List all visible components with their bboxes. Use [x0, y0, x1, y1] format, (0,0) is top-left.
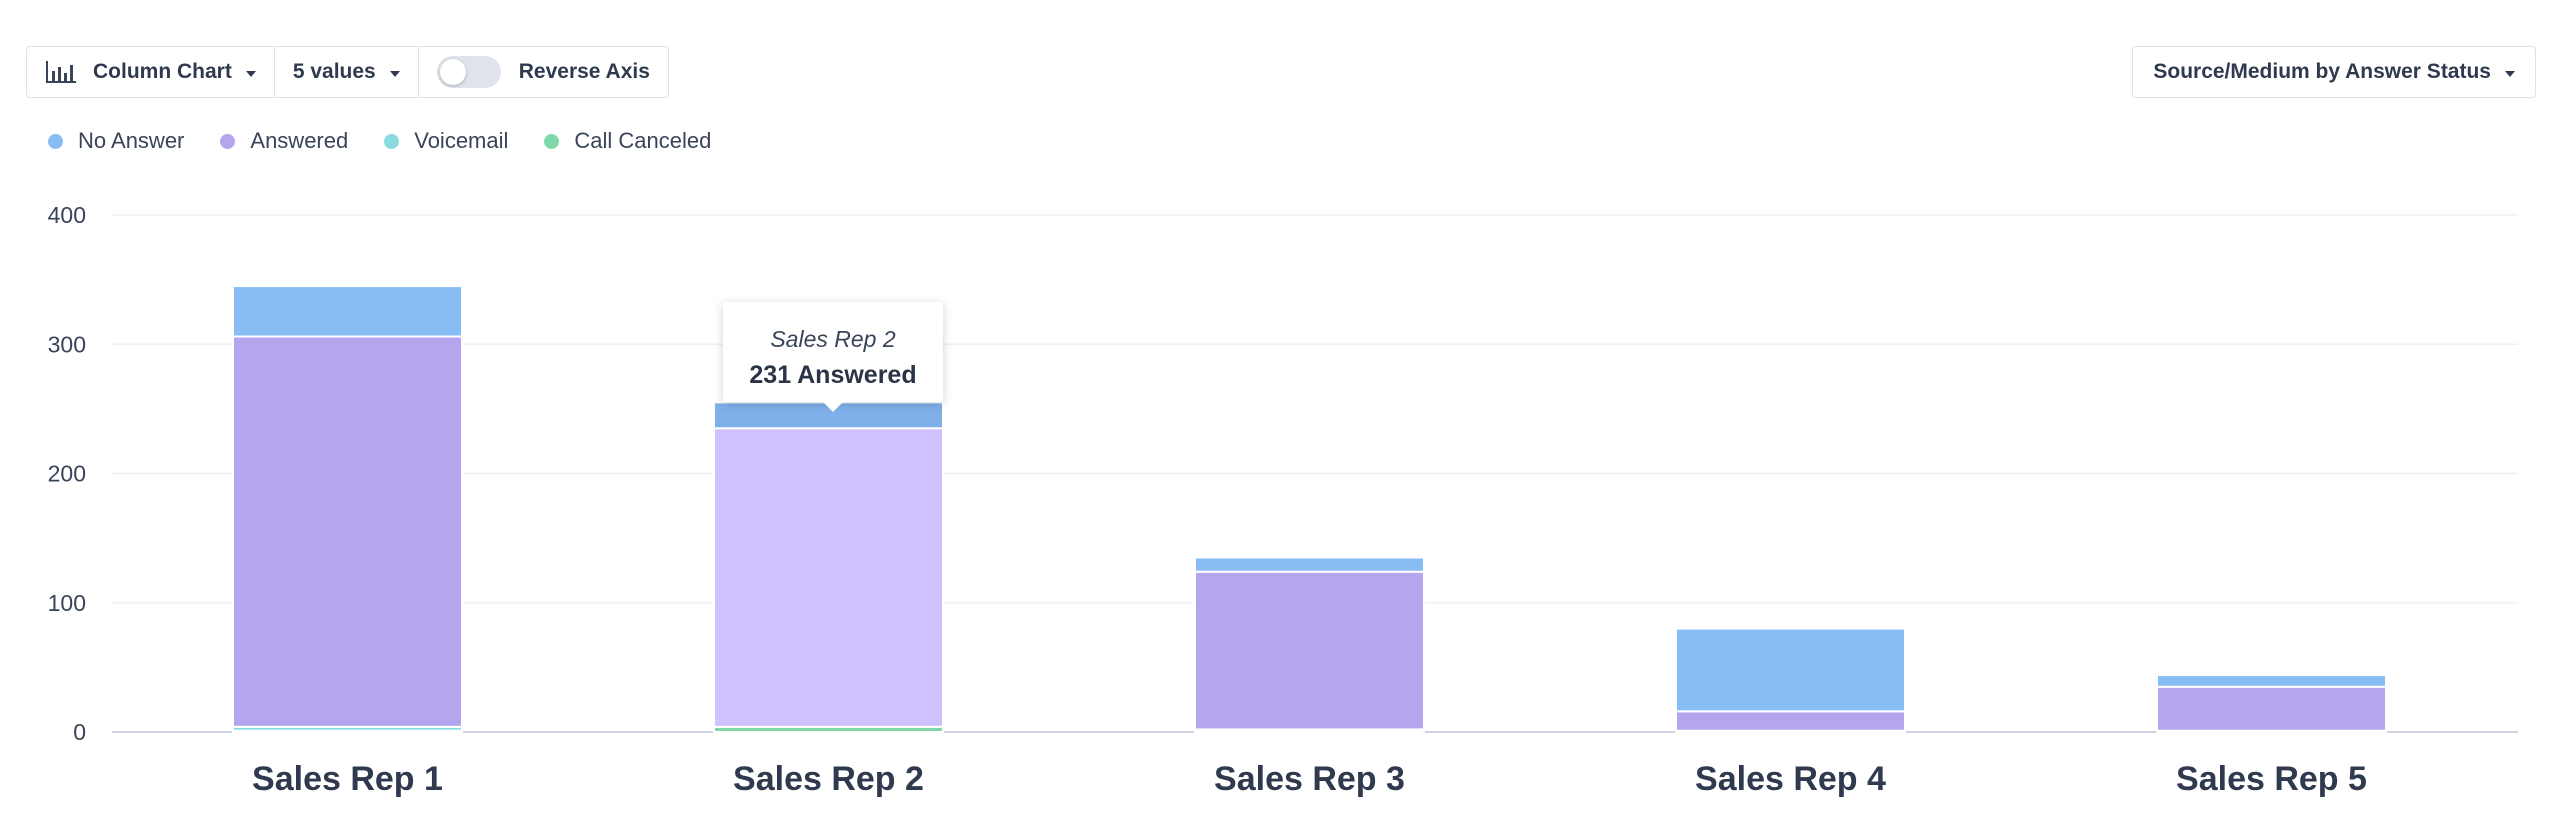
toggle-knob: [439, 59, 466, 85]
chevron-down-icon: [245, 71, 256, 77]
y-tick-label: 300: [48, 331, 86, 357]
bar-chart-icon: [46, 61, 76, 83]
bar-segment[interactable]: [232, 335, 463, 728]
bar-segment[interactable]: [1675, 710, 1906, 732]
chart-tooltip: Sales Rep 2 231 Answered: [723, 302, 943, 412]
bar-segment[interactable]: [713, 427, 944, 728]
chart-type-dropdown[interactable]: Column Chart: [26, 46, 275, 98]
y-tick-label: 200: [48, 461, 86, 487]
legend-label: Voicemail: [414, 128, 509, 153]
legend-dot: [48, 133, 63, 149]
bar-segment[interactable]: [1675, 627, 1906, 713]
legend-label: Answered: [250, 128, 349, 153]
bar-segment[interactable]: [2156, 674, 2387, 688]
legend-label: No Answer: [78, 128, 185, 153]
x-category-label: Sales Rep 1: [252, 760, 443, 798]
chevron-down-icon: [2505, 71, 2515, 77]
chart-type-label: Column Chart: [93, 60, 232, 83]
values-count-label: 5 values: [292, 60, 376, 83]
legend-dot: [384, 133, 400, 149]
bar-segment[interactable]: [2156, 685, 2387, 732]
x-category-label: Sales Rep 5: [2176, 760, 2367, 798]
chevron-down-icon: [389, 71, 400, 77]
bar-segment[interactable]: [1194, 570, 1425, 731]
bar-segment[interactable]: [1194, 556, 1425, 573]
legend-dot: [220, 133, 236, 149]
values-count-dropdown[interactable]: 5 values: [273, 46, 419, 98]
y-tick-label: 0: [73, 719, 86, 745]
legend-dot: [544, 133, 560, 149]
legend-label: Call Canceled: [574, 128, 712, 153]
x-category-label: Sales Rep 2: [733, 760, 924, 798]
legend-item-no-answer[interactable]: No Answer: [48, 128, 184, 154]
tooltip-title: Sales Rep 2: [770, 326, 896, 352]
breakdown-dropdown[interactable]: Source/Medium by Answer Status: [2132, 46, 2536, 98]
reverse-axis-label: Reverse Axis: [518, 60, 650, 83]
reverse-axis-toggle-group[interactable]: Reverse Axis: [417, 46, 669, 98]
y-tick-label: 100: [48, 590, 86, 616]
y-tick-label: 400: [48, 202, 86, 228]
legend-item-answered[interactable]: Answered: [220, 128, 348, 154]
breakdown-label: Source/Medium by Answer Status: [2153, 60, 2491, 83]
chart-toolbar: Column Chart 5 values Reverse Axis: [26, 46, 669, 98]
reverse-axis-toggle[interactable]: [436, 56, 501, 88]
x-category-label: Sales Rep 4: [1695, 760, 1886, 798]
x-category-label: Sales Rep 3: [1214, 760, 1405, 798]
legend-item-call-canceled[interactable]: Call Canceled: [544, 128, 711, 154]
bar-segment[interactable]: [232, 285, 463, 338]
tooltip-value: 231 Answered: [749, 361, 917, 389]
legend-item-voicemail[interactable]: Voicemail: [384, 128, 508, 154]
chart-legend: No Answer Answered Voicemail Call Cancel…: [48, 128, 747, 154]
